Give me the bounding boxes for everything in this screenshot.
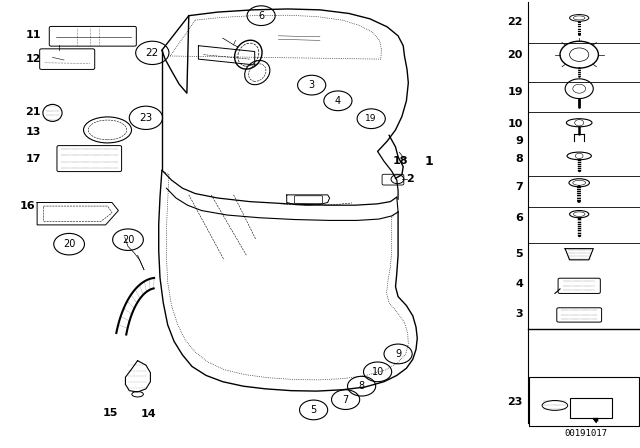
Text: 20: 20 <box>63 239 76 249</box>
Text: 1: 1 <box>424 155 433 168</box>
Text: 21: 21 <box>26 107 41 117</box>
Text: 22: 22 <box>508 17 523 27</box>
Text: 23: 23 <box>140 113 152 123</box>
Text: 19: 19 <box>508 87 523 97</box>
Text: 18: 18 <box>393 156 408 166</box>
Text: 5: 5 <box>310 405 317 415</box>
Text: 20: 20 <box>122 235 134 245</box>
Text: 15: 15 <box>102 408 118 418</box>
Text: 3: 3 <box>515 309 523 319</box>
Text: 11: 11 <box>26 30 41 40</box>
Text: 9: 9 <box>515 136 523 146</box>
Text: 10: 10 <box>371 367 384 377</box>
Text: 6: 6 <box>515 213 523 223</box>
Text: 14: 14 <box>141 409 156 419</box>
Text: 4: 4 <box>515 280 523 289</box>
Text: 22: 22 <box>146 48 159 58</box>
Text: 2: 2 <box>406 174 414 184</box>
Text: 00191017: 00191017 <box>564 429 607 438</box>
Text: 6: 6 <box>258 11 264 21</box>
Text: 7: 7 <box>515 182 523 192</box>
Text: 19: 19 <box>365 114 377 123</box>
Text: 8: 8 <box>358 381 365 391</box>
Text: 3: 3 <box>308 80 315 90</box>
Text: 10: 10 <box>508 119 523 129</box>
Text: 12: 12 <box>26 54 41 64</box>
Text: 7: 7 <box>342 395 349 405</box>
Text: 9: 9 <box>395 349 401 359</box>
Text: 8: 8 <box>515 154 523 164</box>
Text: 5: 5 <box>515 250 523 259</box>
Text: 23: 23 <box>508 397 523 407</box>
Text: 4: 4 <box>335 96 341 106</box>
Text: 20: 20 <box>508 50 523 60</box>
Text: 17: 17 <box>26 154 41 164</box>
Text: 13: 13 <box>26 127 41 137</box>
Text: 16: 16 <box>19 201 35 211</box>
